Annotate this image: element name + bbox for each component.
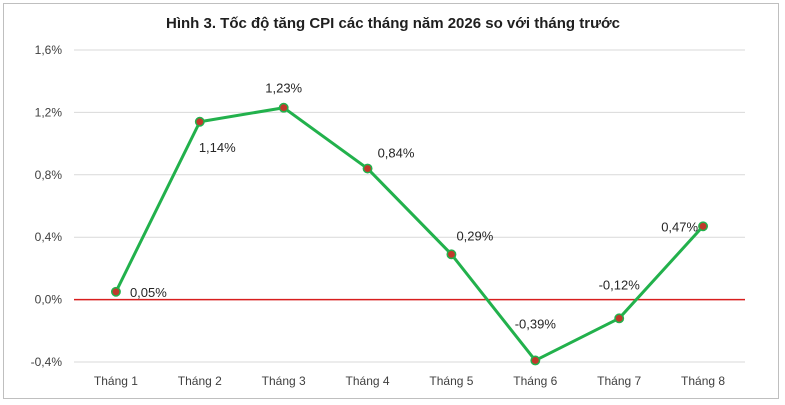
data-point — [614, 313, 625, 324]
data-label: 0,84% — [378, 146, 415, 161]
data-label: 1,23% — [265, 81, 302, 96]
data-labels: 0,05% 1,14% 1,23% 0,84% 0,29% -0,39% -0,12% 0,4… — [130, 81, 699, 332]
series-line — [114, 106, 705, 362]
y-axis-ticks: -0,4% 0,0% 0,4% 0,8% 1,2% 1,6% — [31, 43, 63, 369]
x-tick-label: Tháng 7 — [597, 374, 641, 388]
x-tick-label: Tháng 2 — [178, 374, 222, 388]
data-point — [530, 355, 541, 366]
data-point — [362, 163, 373, 174]
y-tick-label: 0,8% — [35, 168, 63, 182]
data-point — [698, 221, 709, 232]
data-point — [446, 249, 457, 260]
y-tick-label: 1,2% — [35, 105, 63, 119]
x-tick-label: Tháng 1 — [94, 374, 138, 388]
data-label: 0,47% — [661, 219, 698, 234]
chart-frame — [3, 3, 779, 399]
y-tick-label: 0,0% — [35, 293, 63, 307]
x-axis-ticks: Tháng 1 Tháng 2 Tháng 3 Tháng 4 Tháng 5 Tháng… — [94, 374, 725, 388]
data-label: 0,05% — [130, 285, 167, 300]
data-label: 1,14% — [199, 140, 236, 155]
y-tick-label: 1,6% — [35, 43, 63, 57]
y-tick-label: -0,4% — [31, 355, 63, 369]
data-points — [110, 102, 709, 366]
data-label: -0,12% — [599, 277, 641, 292]
x-tick-label: Tháng 4 — [346, 374, 390, 388]
x-tick-label: Tháng 5 — [429, 374, 473, 388]
data-label: 0,29% — [456, 228, 493, 243]
y-tick-label: 0,4% — [35, 230, 63, 244]
data-point — [194, 116, 205, 127]
x-tick-label: Tháng 8 — [681, 374, 725, 388]
x-tick-label: Tháng 3 — [262, 374, 306, 388]
chart-title: Hình 3. Tốc độ tăng CPI các tháng năm 20… — [166, 15, 620, 32]
gridlines — [74, 49, 745, 363]
data-label: -0,39% — [515, 316, 557, 331]
data-point — [278, 102, 289, 113]
x-tick-label: Tháng 6 — [513, 374, 557, 388]
data-point — [110, 286, 121, 297]
